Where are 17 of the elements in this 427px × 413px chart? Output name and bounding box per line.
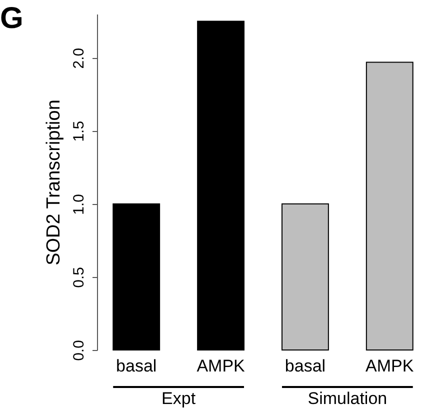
y-tick-label: 0.0 <box>70 340 88 361</box>
y-tick-label: 0.5 <box>70 267 88 288</box>
x-tick-label: basal <box>116 356 157 376</box>
bar <box>366 62 414 350</box>
x-tick-label: AMPK <box>366 356 414 376</box>
bar <box>112 203 160 350</box>
text: Expt <box>162 389 196 408</box>
text: Simulation <box>308 389 388 408</box>
y-tick-label: 2.0 <box>70 48 88 69</box>
bar <box>281 203 329 350</box>
x-tick-label: basal <box>284 356 326 376</box>
chart-title: G <box>0 2 24 35</box>
x-tick-label: AMPK <box>196 356 246 376</box>
bar <box>197 20 245 350</box>
y-tick-label: 1.5 <box>70 120 88 142</box>
y-tick-label: 1.0 <box>70 194 88 215</box>
y-axis-title: SOD2 Transcription <box>44 100 64 266</box>
